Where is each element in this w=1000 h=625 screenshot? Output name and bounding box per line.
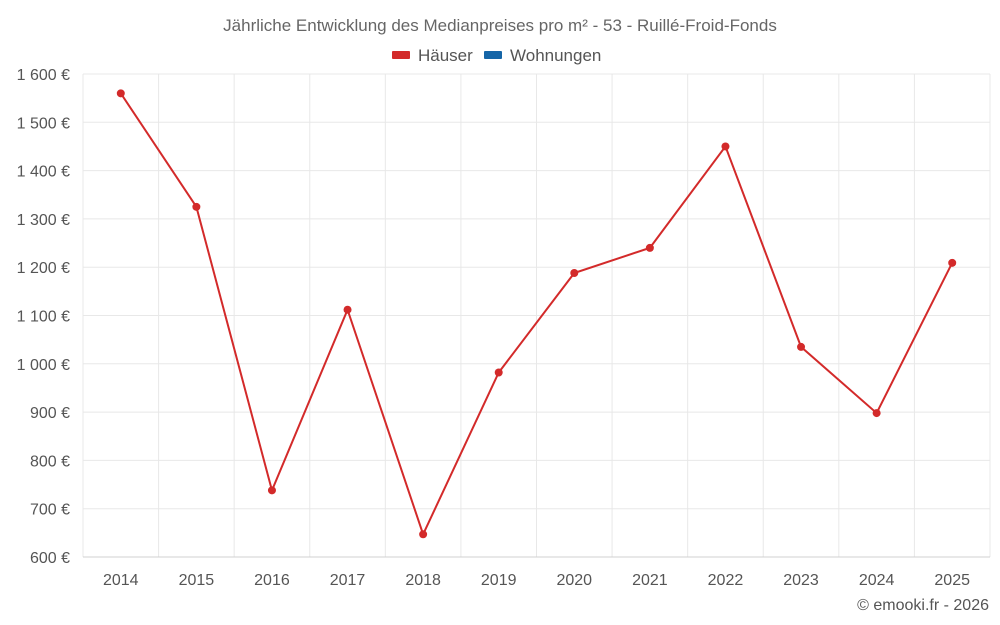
data-point[interactable] [192,202,201,211]
x-tick-label: 2017 [330,572,366,589]
chart-title: Jährliche Entwicklung des Medianpreises … [223,16,777,35]
legend-item-wohnungen[interactable]: Wohnungen [484,46,601,65]
x-axis-ticks: 2014 2015 2016 2017 2018 2019 2020 2021 2022 2023… [103,572,970,589]
data-point[interactable] [797,342,806,351]
series-haeuser [116,89,957,539]
legend-label-wohnungen: Wohnungen [510,46,601,65]
data-point[interactable] [872,409,881,418]
credit-text: © emooki.fr - 2026 [857,597,989,614]
x-tick-label: 2016 [254,572,290,589]
data-point[interactable] [570,268,579,277]
legend-swatch-wohnungen [484,51,502,59]
y-tick-label: 1 100 € [17,309,70,326]
x-tick-label: 2024 [859,572,895,589]
data-point[interactable] [343,305,352,314]
data-point[interactable] [494,368,503,377]
data-point[interactable] [645,243,654,252]
y-axis-ticks: 600 € 700 € 800 € 900 € 1 000 € 1 100 € 1 200 … [17,67,70,567]
grid [82,73,991,558]
legend-label-haeuser: Häuser [418,46,473,65]
legend: Häuser Wohnungen [392,46,601,65]
y-tick-label: 700 € [30,502,70,519]
x-tick-label: 2014 [103,572,139,589]
x-tick-label: 2020 [556,572,592,589]
y-tick-label: 1 000 € [17,357,70,374]
y-tick-label: 1 300 € [17,212,70,229]
y-tick-label: 1 500 € [17,115,70,132]
y-tick-label: 900 € [30,405,70,422]
y-tick-label: 1 200 € [17,260,70,277]
y-tick-label: 1 600 € [17,67,70,84]
x-tick-label: 2018 [405,572,441,589]
x-tick-label: 2019 [481,572,517,589]
data-point[interactable] [419,530,428,539]
y-tick-label: 800 € [30,453,70,470]
data-point[interactable] [948,258,957,267]
y-tick-label: 600 € [30,550,70,567]
x-tick-label: 2021 [632,572,668,589]
data-point[interactable] [116,89,125,98]
data-point[interactable] [721,142,730,151]
legend-swatch-haeuser [392,51,410,59]
x-tick-label: 2025 [934,572,970,589]
data-point[interactable] [267,486,276,495]
x-tick-label: 2022 [708,572,744,589]
series-line [119,92,954,537]
y-tick-label: 1 400 € [17,164,70,181]
legend-item-haeuser[interactable]: Häuser [392,46,473,65]
x-tick-label: 2015 [179,572,215,589]
x-tick-label: 2023 [783,572,819,589]
